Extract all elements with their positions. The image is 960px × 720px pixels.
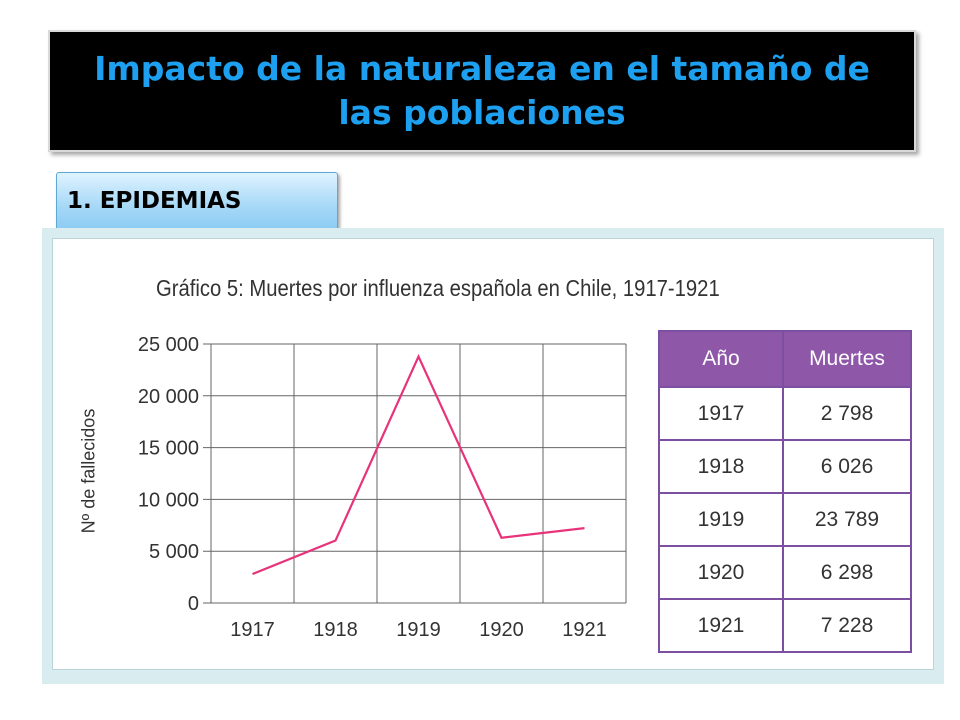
section-label: 1. EPIDEMIAS: [67, 188, 242, 214]
y-tick-label: 5 000: [149, 541, 199, 563]
chart-title: Gráfico 5: Muertes por influenza español…: [156, 275, 720, 301]
x-tick-label: 1919: [396, 619, 441, 641]
line-chart: 0 5 000 10 000 15 000 20 000 25 000 1917 1918 19…: [138, 334, 627, 641]
table-row: 1919 23 789: [658, 492, 912, 547]
table-row: 1920 6 298: [658, 545, 912, 600]
table-header-deaths: Muertes: [782, 330, 912, 388]
table-cell-year: 1917: [658, 386, 784, 441]
chart-panel-inner: Gráfico 5: Muertes por influenza español…: [52, 238, 934, 670]
chart-panel: Gráfico 5: Muertes por influenza español…: [42, 228, 944, 684]
table-row: 1921 7 228: [658, 598, 912, 653]
table-cell-deaths: 7 228: [782, 598, 912, 653]
table-header-year: Año: [658, 330, 784, 388]
table-row: 1917 2 798: [658, 386, 912, 441]
x-tick-label: 1921: [562, 619, 607, 641]
x-tick-label: 1917: [230, 619, 275, 641]
table-cell-year: 1920: [658, 545, 784, 600]
table-cell-year: 1921: [658, 598, 784, 653]
table-cell-deaths: 6 298: [782, 545, 912, 600]
table-row: 1918 6 026: [658, 439, 912, 494]
section-label-box: 1. EPIDEMIAS: [56, 172, 338, 230]
y-tick-label: 20 000: [138, 386, 199, 408]
slide-title: Impacto de la naturaleza en el tamaño de…: [94, 49, 870, 132]
x-tick-label: 1920: [479, 619, 524, 641]
title-banner: Impacto de la naturaleza en el tamaño de…: [48, 30, 916, 152]
y-tick-label: 10 000: [138, 489, 199, 511]
table-header-row: Año Muertes: [658, 330, 912, 388]
table-cell-year: 1919: [658, 492, 784, 547]
table-cell-deaths: 2 798: [782, 386, 912, 441]
y-tick-label: 25 000: [138, 334, 199, 356]
x-tick-label: 1918: [313, 619, 358, 641]
y-tick-label: 15 000: [138, 438, 199, 460]
y-tick-label: 0: [188, 593, 199, 615]
table-cell-deaths: 6 026: [782, 439, 912, 494]
table-cell-deaths: 23 789: [782, 492, 912, 547]
data-table: Año Muertes 1917 2 798 1918 6 026 1919 2…: [658, 330, 912, 653]
table-cell-year: 1918: [658, 439, 784, 494]
series-line: [252, 353, 585, 576]
